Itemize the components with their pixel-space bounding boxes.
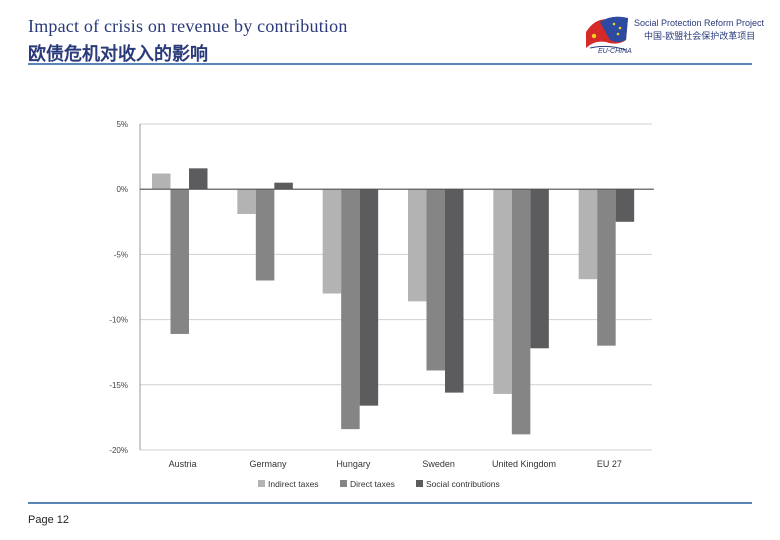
- slide-title-cn: 欧债危机对收入的影响: [28, 44, 208, 65]
- logo-name-en: Social Protection Reform Project: [634, 18, 765, 28]
- legend-swatch-indirect-taxes: [258, 480, 265, 487]
- bar-direct-taxes: [511, 189, 531, 435]
- bar-direct-taxes: [341, 189, 360, 430]
- slide-title-en: Impact of crisis on revenue by contribut…: [28, 16, 348, 36]
- x-tick-label: Hungary: [336, 459, 371, 469]
- y-tick-label: -20%: [109, 446, 128, 455]
- title-divider: [28, 63, 752, 65]
- bar-indirect-taxes: [493, 189, 512, 394]
- bar-social-contributions: [445, 189, 464, 393]
- legend-swatch-social-contributions: [416, 480, 423, 487]
- y-tick-label: -15%: [109, 381, 128, 390]
- eu-china-logo: Social Protection Reform Project 中国-欧盟社会…: [582, 8, 764, 60]
- bar-indirect-taxes: [152, 173, 171, 190]
- legend-label: Social contributions: [426, 479, 500, 489]
- bar-social-contributions: [530, 189, 549, 349]
- bar-direct-taxes: [170, 189, 189, 334]
- bar-social-contributions: [615, 189, 635, 222]
- x-tick-label: Germany: [249, 459, 287, 469]
- legend-label: Indirect taxes: [268, 479, 319, 489]
- bar-indirect-taxes: [322, 189, 342, 294]
- page-number: Page 12: [28, 514, 69, 526]
- legend-label: Direct taxes: [350, 479, 395, 489]
- x-tick-label: Sweden: [422, 459, 455, 469]
- y-tick-label: -5%: [114, 250, 128, 259]
- x-tick-label: United Kingdom: [492, 459, 556, 469]
- y-tick-label: 5%: [116, 120, 128, 129]
- x-tick-label: Austria: [169, 459, 197, 469]
- logo-tag: EU-CHINA: [598, 48, 632, 55]
- bar-social-contributions: [189, 168, 208, 190]
- bar-social-contributions: [274, 182, 293, 190]
- legend-swatch-direct-taxes: [340, 480, 347, 487]
- bar-social-contributions: [359, 189, 379, 406]
- bar-indirect-taxes: [578, 189, 598, 280]
- bar-indirect-taxes: [237, 189, 256, 214]
- y-tick-label: 0%: [116, 185, 128, 194]
- bar-direct-taxes: [255, 189, 275, 281]
- bar-chart: 5% 0% -5% -10% -15% -20% Austria Germany Hungary…: [109, 120, 654, 489]
- bar-indirect-taxes: [408, 189, 427, 302]
- bar-direct-taxes: [597, 189, 616, 346]
- bar-direct-taxes: [426, 189, 445, 371]
- y-tick-label: -10%: [109, 316, 128, 325]
- logo-name-cn: 中国-欧盟社会保护改革项目: [644, 32, 756, 42]
- eu-china-flag-logo-icon: [586, 16, 628, 51]
- x-tick-label: EU 27: [597, 459, 622, 469]
- footer-divider: [28, 502, 752, 504]
